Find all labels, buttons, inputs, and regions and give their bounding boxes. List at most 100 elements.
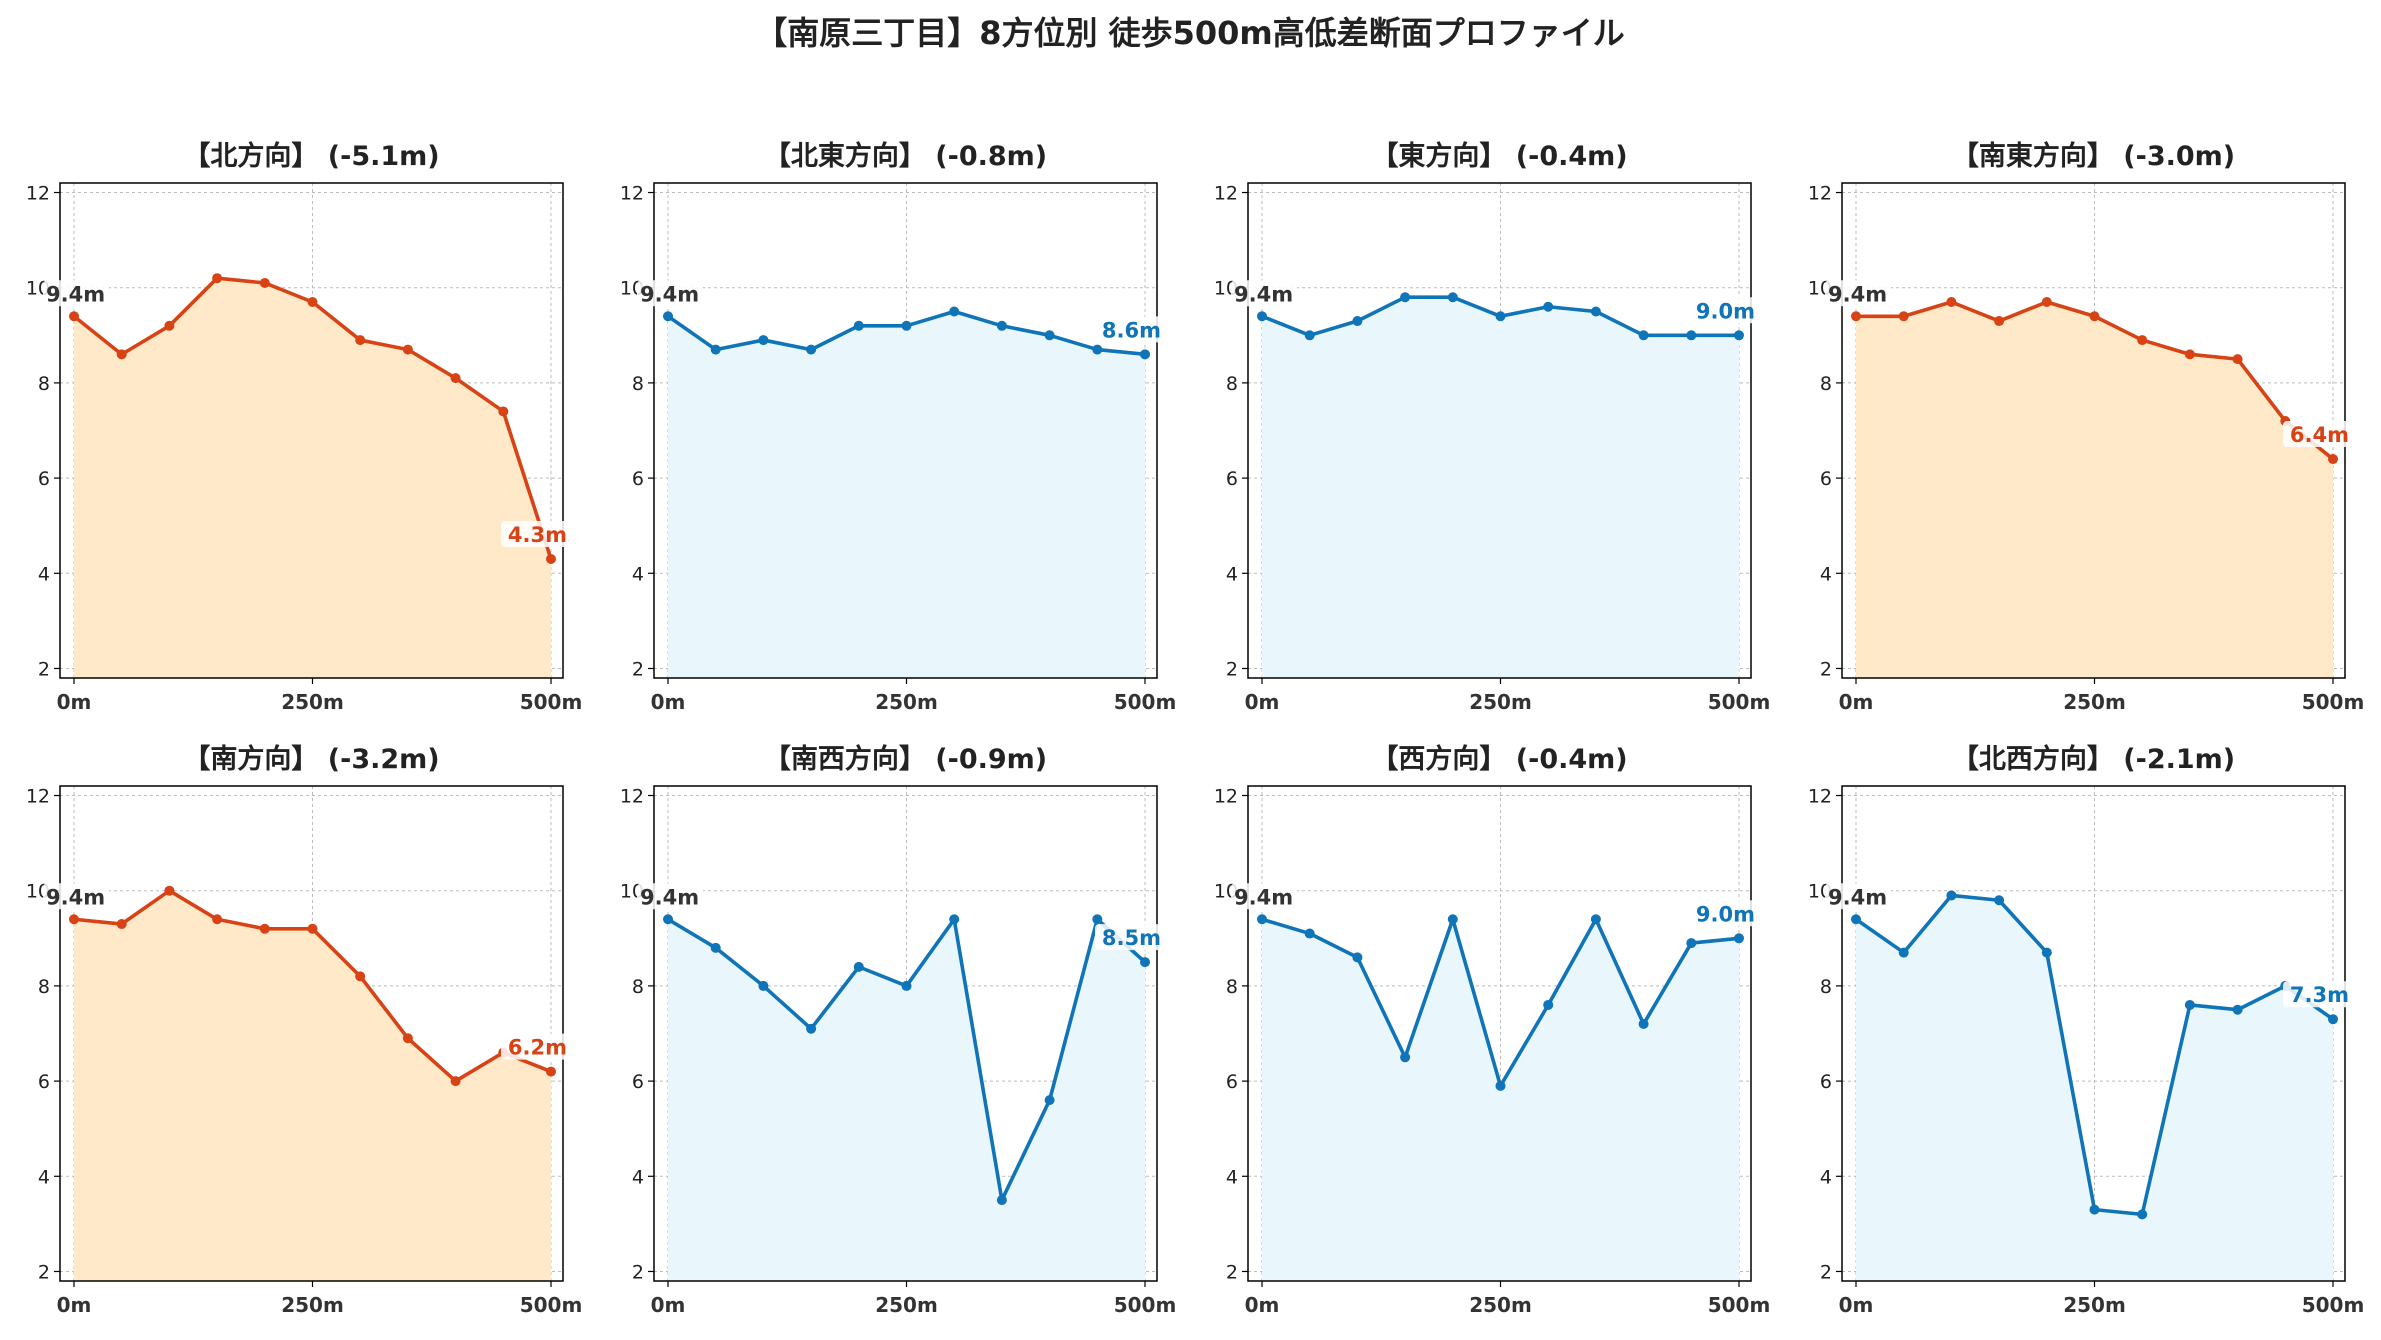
elevation-point xyxy=(1092,914,1103,925)
elevation-point xyxy=(1590,306,1601,317)
end-elevation-label: 6.2m xyxy=(508,1036,567,1060)
y-tick-label: 6 xyxy=(38,1071,50,1093)
y-tick-label: 12 xyxy=(1808,786,1832,808)
y-tick-label: 8 xyxy=(1820,373,1832,395)
elevation-point xyxy=(949,914,960,925)
end-elevation-label: 8.6m xyxy=(1102,318,1161,342)
elevation-point xyxy=(2089,1204,2100,1215)
elevation-point xyxy=(1851,914,1861,925)
end-label-box xyxy=(2283,421,2351,448)
y-tick-label: 2 xyxy=(1226,1261,1238,1283)
elevation-point xyxy=(1898,311,1909,322)
y-tick-label: 6 xyxy=(1226,1071,1238,1093)
start-label-box xyxy=(43,883,109,910)
elevation-point xyxy=(1734,933,1744,944)
elevation-point xyxy=(1447,292,1458,303)
start-elevation-label: 9.4m xyxy=(1828,282,1887,306)
elevation-point xyxy=(1638,1018,1649,1029)
elevation-point xyxy=(1352,316,1363,327)
x-tick-label: 0m xyxy=(1839,690,1874,714)
elevation-point xyxy=(1304,928,1315,939)
x-tick-label: 500m xyxy=(520,690,583,714)
x-tick-label: 500m xyxy=(2302,1293,2365,1317)
elevation-point xyxy=(2328,1014,2338,1025)
elevation-point xyxy=(355,971,366,982)
elevation-point xyxy=(710,344,721,355)
elevation-point xyxy=(1400,292,1411,303)
panel-title: 【西方向】 (-0.4m) xyxy=(1371,743,1627,775)
x-tick-label: 250m xyxy=(1469,690,1532,714)
elevation-point xyxy=(1898,947,1909,958)
elevation-point xyxy=(901,320,912,331)
elevation-point xyxy=(2089,311,2100,322)
x-tick-label: 250m xyxy=(2063,690,2126,714)
elevation-point xyxy=(1495,311,1506,322)
x-tick-label: 500m xyxy=(2302,690,2365,714)
end-label-box xyxy=(2283,981,2351,1008)
y-tick-label: 12 xyxy=(620,786,644,808)
start-label-box xyxy=(1825,280,1891,307)
elevation-point xyxy=(450,373,461,384)
elevation-point xyxy=(663,311,673,322)
end-elevation-label: 7.3m xyxy=(2290,983,2349,1007)
elevation-point xyxy=(1994,895,2005,906)
elevation-point xyxy=(116,349,127,360)
elevation-area xyxy=(74,278,551,678)
start-label-box xyxy=(637,883,703,910)
y-tick-label: 4 xyxy=(38,1166,50,1188)
elevation-point xyxy=(1495,1080,1506,1091)
y-tick-label: 4 xyxy=(1226,1166,1238,1188)
elevation-area xyxy=(1262,297,1739,678)
panel-title: 【北東方向】 (-0.8m) xyxy=(764,140,1047,172)
end-elevation-label: 9.0m xyxy=(1696,299,1755,323)
end-label-box xyxy=(1689,900,1757,927)
y-tick-label: 12 xyxy=(26,786,50,808)
end-label-box xyxy=(1095,924,1163,951)
elevation-point xyxy=(1304,330,1315,341)
elevation-point xyxy=(758,980,769,991)
panel-title: 【南西方向】 (-0.9m) xyxy=(764,743,1047,775)
x-tick-label: 250m xyxy=(875,1293,938,1317)
start-elevation-label: 9.4m xyxy=(46,885,105,909)
x-tick-label: 250m xyxy=(1469,1293,1532,1317)
end-elevation-label: 9.0m xyxy=(1696,902,1755,926)
elevation-point xyxy=(212,273,223,284)
y-tick-label: 8 xyxy=(1226,976,1238,998)
start-elevation-label: 9.4m xyxy=(640,885,699,909)
elevation-point xyxy=(806,344,817,355)
elevation-point xyxy=(2184,999,2195,1010)
panel-title: 【北西方向】 (-2.1m) xyxy=(1952,743,2235,775)
x-tick-label: 250m xyxy=(875,690,938,714)
end-label-box xyxy=(501,521,569,548)
elevation-point xyxy=(853,320,864,331)
elevation-area xyxy=(74,890,551,1281)
start-label-box xyxy=(637,280,703,307)
elevation-point xyxy=(758,335,769,346)
elevation-point xyxy=(212,914,223,925)
elevation-point xyxy=(1734,330,1744,341)
y-tick-label: 2 xyxy=(632,1261,644,1283)
elevation-point xyxy=(355,335,366,346)
y-tick-label: 4 xyxy=(38,563,50,585)
y-tick-label: 6 xyxy=(632,468,644,490)
y-tick-label: 2 xyxy=(632,658,644,680)
start-label-box xyxy=(1231,883,1297,910)
y-tick-label: 4 xyxy=(1226,563,1238,585)
elevation-point xyxy=(1257,914,1267,925)
elevation-point xyxy=(806,1023,817,1034)
elevation-point xyxy=(402,344,413,355)
y-tick-label: 6 xyxy=(38,468,50,490)
end-label-box xyxy=(1689,297,1757,324)
elevation-point xyxy=(164,320,175,331)
panel-title: 【南東方向】 (-3.0m) xyxy=(1952,140,2235,172)
panel-title: 【南方向】 (-3.2m) xyxy=(183,743,439,775)
start-elevation-label: 9.4m xyxy=(1234,885,1293,909)
end-elevation-label: 6.4m xyxy=(2290,423,2349,447)
elevation-point xyxy=(1257,311,1267,322)
y-tick-label: 4 xyxy=(632,1166,644,1188)
elevation-point xyxy=(853,961,864,972)
